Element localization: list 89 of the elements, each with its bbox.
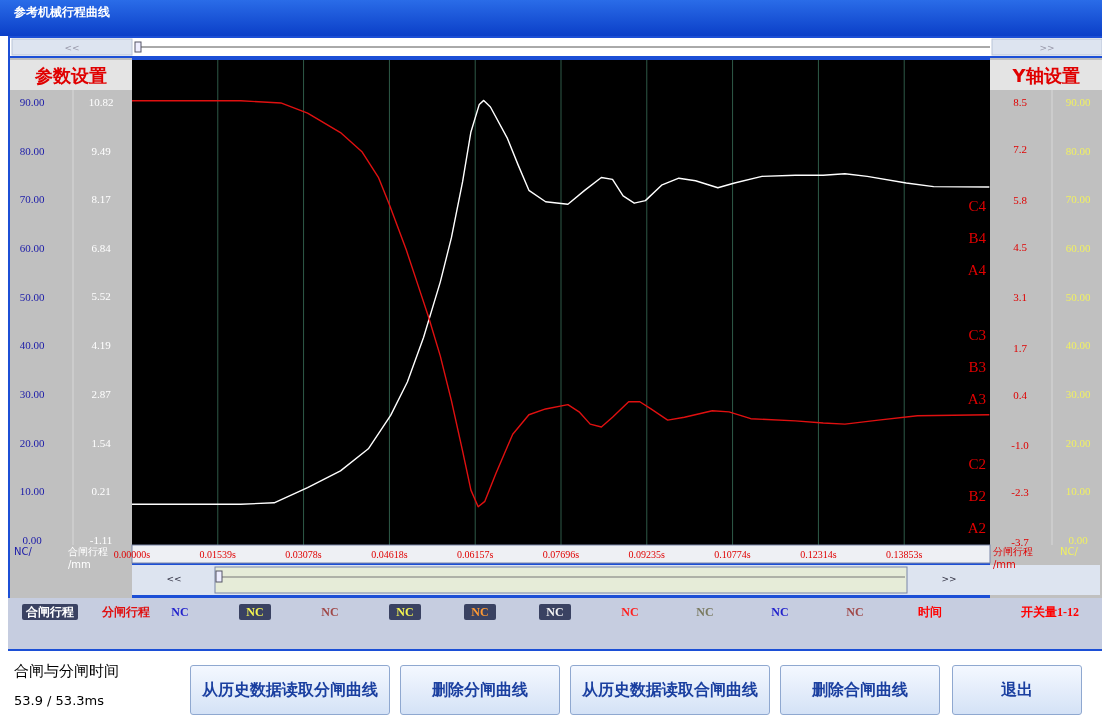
- annotation: B4: [968, 230, 987, 246]
- y-tick-label: 1.54: [91, 436, 112, 449]
- annotation: B3: [968, 359, 986, 375]
- x-tick-label: 0.00000s: [113, 549, 151, 560]
- text: NC: [396, 605, 414, 619]
- y3-tick-label: 70.00: [19, 193, 45, 206]
- text: 参数设置: [34, 65, 107, 86]
- y2-axis-title: 分闸行程 /mm: [993, 546, 1033, 570]
- text: NC: [771, 605, 789, 619]
- text: 从历史数据读取分闸曲线: [190, 665, 390, 715]
- annotation: C2: [968, 456, 986, 472]
- y-tick-label: -1.11: [89, 533, 113, 546]
- text: NC: [546, 605, 564, 619]
- text: NC: [246, 605, 264, 619]
- y3-tick-label: 50.00: [19, 290, 45, 303]
- y3-tick-label: 10.00: [19, 485, 45, 498]
- y2-tick-label: 1.7: [1013, 341, 1028, 354]
- y3-tick-label: 40.00: [19, 339, 45, 352]
- x-tick-label: 0.07696s: [542, 549, 580, 560]
- y2-tick-label: 8.5: [1013, 96, 1028, 109]
- y-tick-label: 0.21: [91, 485, 111, 498]
- text: <<: [166, 574, 182, 584]
- y-tick-label: 5.52: [91, 290, 111, 303]
- x-tick-label: 0.03078s: [285, 549, 322, 560]
- y2-tick-label: 4.5: [1013, 240, 1028, 253]
- annotation: A3: [967, 391, 986, 407]
- text: 10.00: [1065, 485, 1091, 498]
- text: 合闸行程: [25, 605, 74, 619]
- text: NC: [696, 605, 714, 619]
- y2-tick-label: 0.4: [1013, 388, 1028, 401]
- y2-tick-label: -2.3: [1011, 485, 1030, 498]
- y2-tick-label: -1.0: [1011, 439, 1030, 452]
- annotation: C4: [968, 198, 987, 214]
- x-tick-label: 0.13853s: [886, 549, 923, 560]
- x-tick-label: 0.12314s: [800, 549, 837, 560]
- y2-tick-label: 7.2: [1013, 143, 1027, 156]
- y-tick-label: 10.82: [88, 95, 114, 108]
- text: NC: [471, 605, 489, 619]
- text: 删除合闸曲线: [780, 665, 940, 715]
- y3-tick-label: 30.00: [19, 388, 45, 401]
- text: 20.00: [1065, 436, 1091, 449]
- y3-axis-title: NC/: [1060, 546, 1079, 557]
- text: 53.9 / 53.3ms: [14, 693, 105, 708]
- y-tick-label: 9.49: [91, 144, 112, 157]
- text: NC: [621, 605, 639, 619]
- annotation: A4: [967, 262, 987, 278]
- text: 80.00: [1065, 144, 1091, 157]
- y2-tick-label: 3.1: [1013, 291, 1027, 304]
- text: 60.00: [1065, 241, 1091, 254]
- text: NC: [171, 605, 189, 619]
- y3-tick-label: 90.00: [19, 95, 45, 108]
- x-tick-label: 0.09235s: [628, 549, 666, 560]
- text: 退出: [952, 665, 1082, 715]
- text: 时间: [918, 605, 942, 619]
- text: >>: [941, 574, 957, 584]
- x-tick-label: 0.04618s: [371, 549, 408, 560]
- annotation: A2: [967, 520, 986, 536]
- y-tick-label: 4.19: [91, 339, 112, 352]
- y3-tick-label: 80.00: [19, 144, 45, 157]
- text: 70.00: [1065, 193, 1091, 206]
- text: 40.00: [1065, 339, 1091, 352]
- x-tick-label: 0.01539s: [199, 549, 237, 560]
- text: NC: [321, 605, 339, 619]
- annotation: C3: [968, 327, 986, 343]
- text: 从历史数据读取合闸曲线: [570, 665, 770, 715]
- x-tick-label: 0.10774s: [714, 549, 751, 560]
- y-tick-label: 6.84: [91, 241, 112, 254]
- text: 开关量1-12: [1020, 605, 1079, 619]
- text: 90.00: [1065, 95, 1091, 108]
- text: 删除分闸曲线: [400, 665, 560, 715]
- text: 30.00: [1065, 388, 1091, 401]
- y-tick-label: 8.17: [91, 193, 112, 206]
- y2-tick-label: 5.8: [1013, 193, 1028, 206]
- text: 合闸与分闸时间: [14, 662, 119, 680]
- x-tick-label: 0.06157s: [457, 549, 494, 560]
- chart-title: 参考机械行程曲线: [13, 5, 110, 19]
- annotation: B2: [968, 488, 986, 504]
- text: Y轴设置: [1011, 65, 1080, 86]
- text: >>: [1039, 43, 1055, 53]
- y3-tick-label: 60.00: [19, 241, 45, 254]
- y3-tick-label: 20.00: [19, 436, 45, 449]
- text: 分闸行程: [101, 605, 150, 619]
- text: 50.00: [1065, 290, 1091, 303]
- text: <<: [64, 43, 80, 53]
- y-tick-label: 2.87: [91, 387, 112, 400]
- text: NC: [846, 605, 864, 619]
- text: NC/: [14, 546, 32, 557]
- y3-tick-label: 0.00: [22, 534, 43, 547]
- text: 0.00: [1068, 534, 1088, 547]
